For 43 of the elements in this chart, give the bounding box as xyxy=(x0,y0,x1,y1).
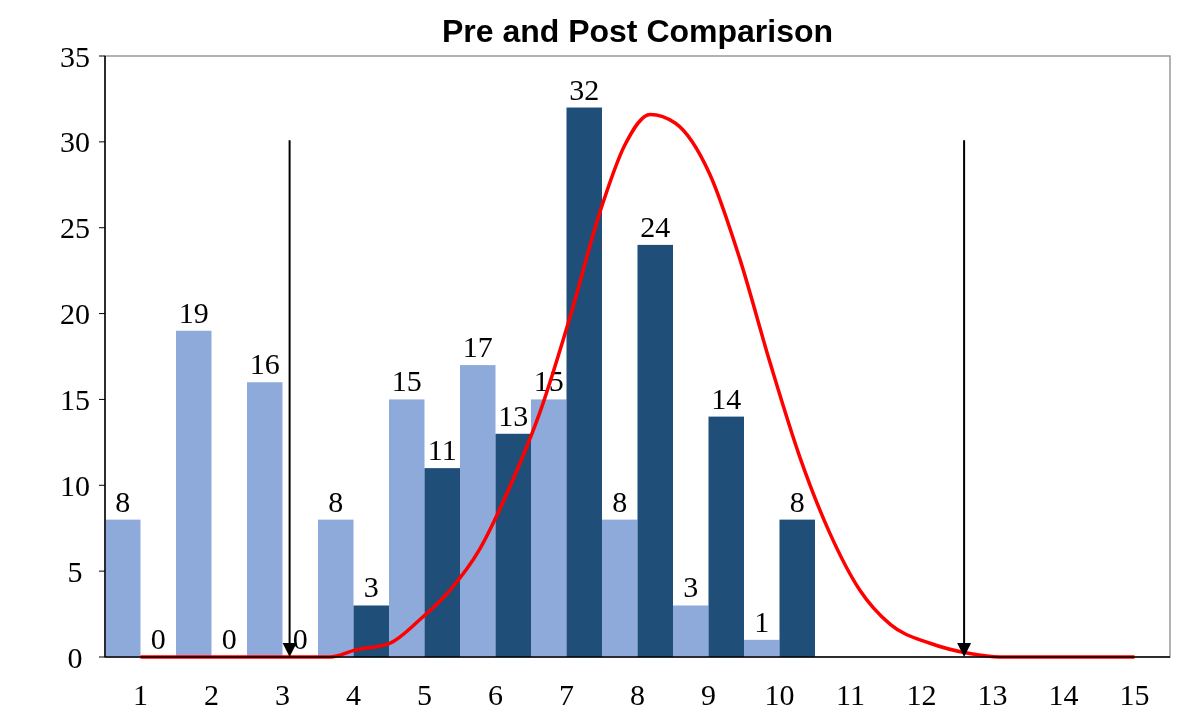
data-label: 16 xyxy=(249,347,280,381)
y-tick-label: 30 xyxy=(60,125,90,159)
data-label: 0 xyxy=(292,622,308,655)
x-tick-label: 2 xyxy=(204,678,219,711)
x-tick-label: 1 xyxy=(133,678,148,711)
data-label: 32 xyxy=(569,72,600,106)
y-tick-label: 0 xyxy=(67,640,83,674)
data-label: 14 xyxy=(711,381,742,415)
data-label: 19 xyxy=(178,295,209,329)
data-label: 8 xyxy=(612,484,628,518)
data-label: 0 xyxy=(150,622,166,655)
x-tick-label: 5 xyxy=(417,678,432,711)
data-label: 8 xyxy=(328,484,344,518)
data-label: 8 xyxy=(115,484,131,518)
x-tick-label: 14 xyxy=(1048,678,1079,711)
data-label: 8 xyxy=(789,484,805,518)
data-label: 11 xyxy=(427,433,457,467)
y-tick-label: 15 xyxy=(60,382,90,416)
y-tick-label: 20 xyxy=(60,297,90,331)
chart-title: Pre and Post Comparison xyxy=(441,13,834,49)
x-tick-label: 12 xyxy=(906,678,937,711)
y-tick-label: 25 xyxy=(60,211,90,245)
y-tick-label: 35 xyxy=(60,39,90,73)
x-tick-label: 15 xyxy=(1119,678,1150,711)
y-tick-label: 5 xyxy=(67,554,83,588)
data-label: 24 xyxy=(640,209,671,243)
data-label: 1 xyxy=(754,604,770,638)
x-tick-label: 11 xyxy=(836,678,865,711)
data-label: 3 xyxy=(363,570,379,604)
data-label: 3 xyxy=(683,570,699,604)
x-tick-label: 9 xyxy=(701,678,716,711)
x-tick-label: 10 xyxy=(764,678,795,711)
x-tick-label: 8 xyxy=(630,678,645,711)
data-label: 13 xyxy=(498,398,529,432)
data-label: 17 xyxy=(462,330,493,364)
y-tick-label: 10 xyxy=(60,468,90,502)
data-label: 0 xyxy=(221,622,237,655)
x-tick-label: 6 xyxy=(488,678,503,711)
x-tick-label: 7 xyxy=(559,678,574,711)
x-tick-label: 13 xyxy=(977,678,1008,711)
x-tick-label: 3 xyxy=(275,678,290,711)
x-tick-label: 4 xyxy=(346,678,361,711)
data-label: 15 xyxy=(391,364,422,398)
